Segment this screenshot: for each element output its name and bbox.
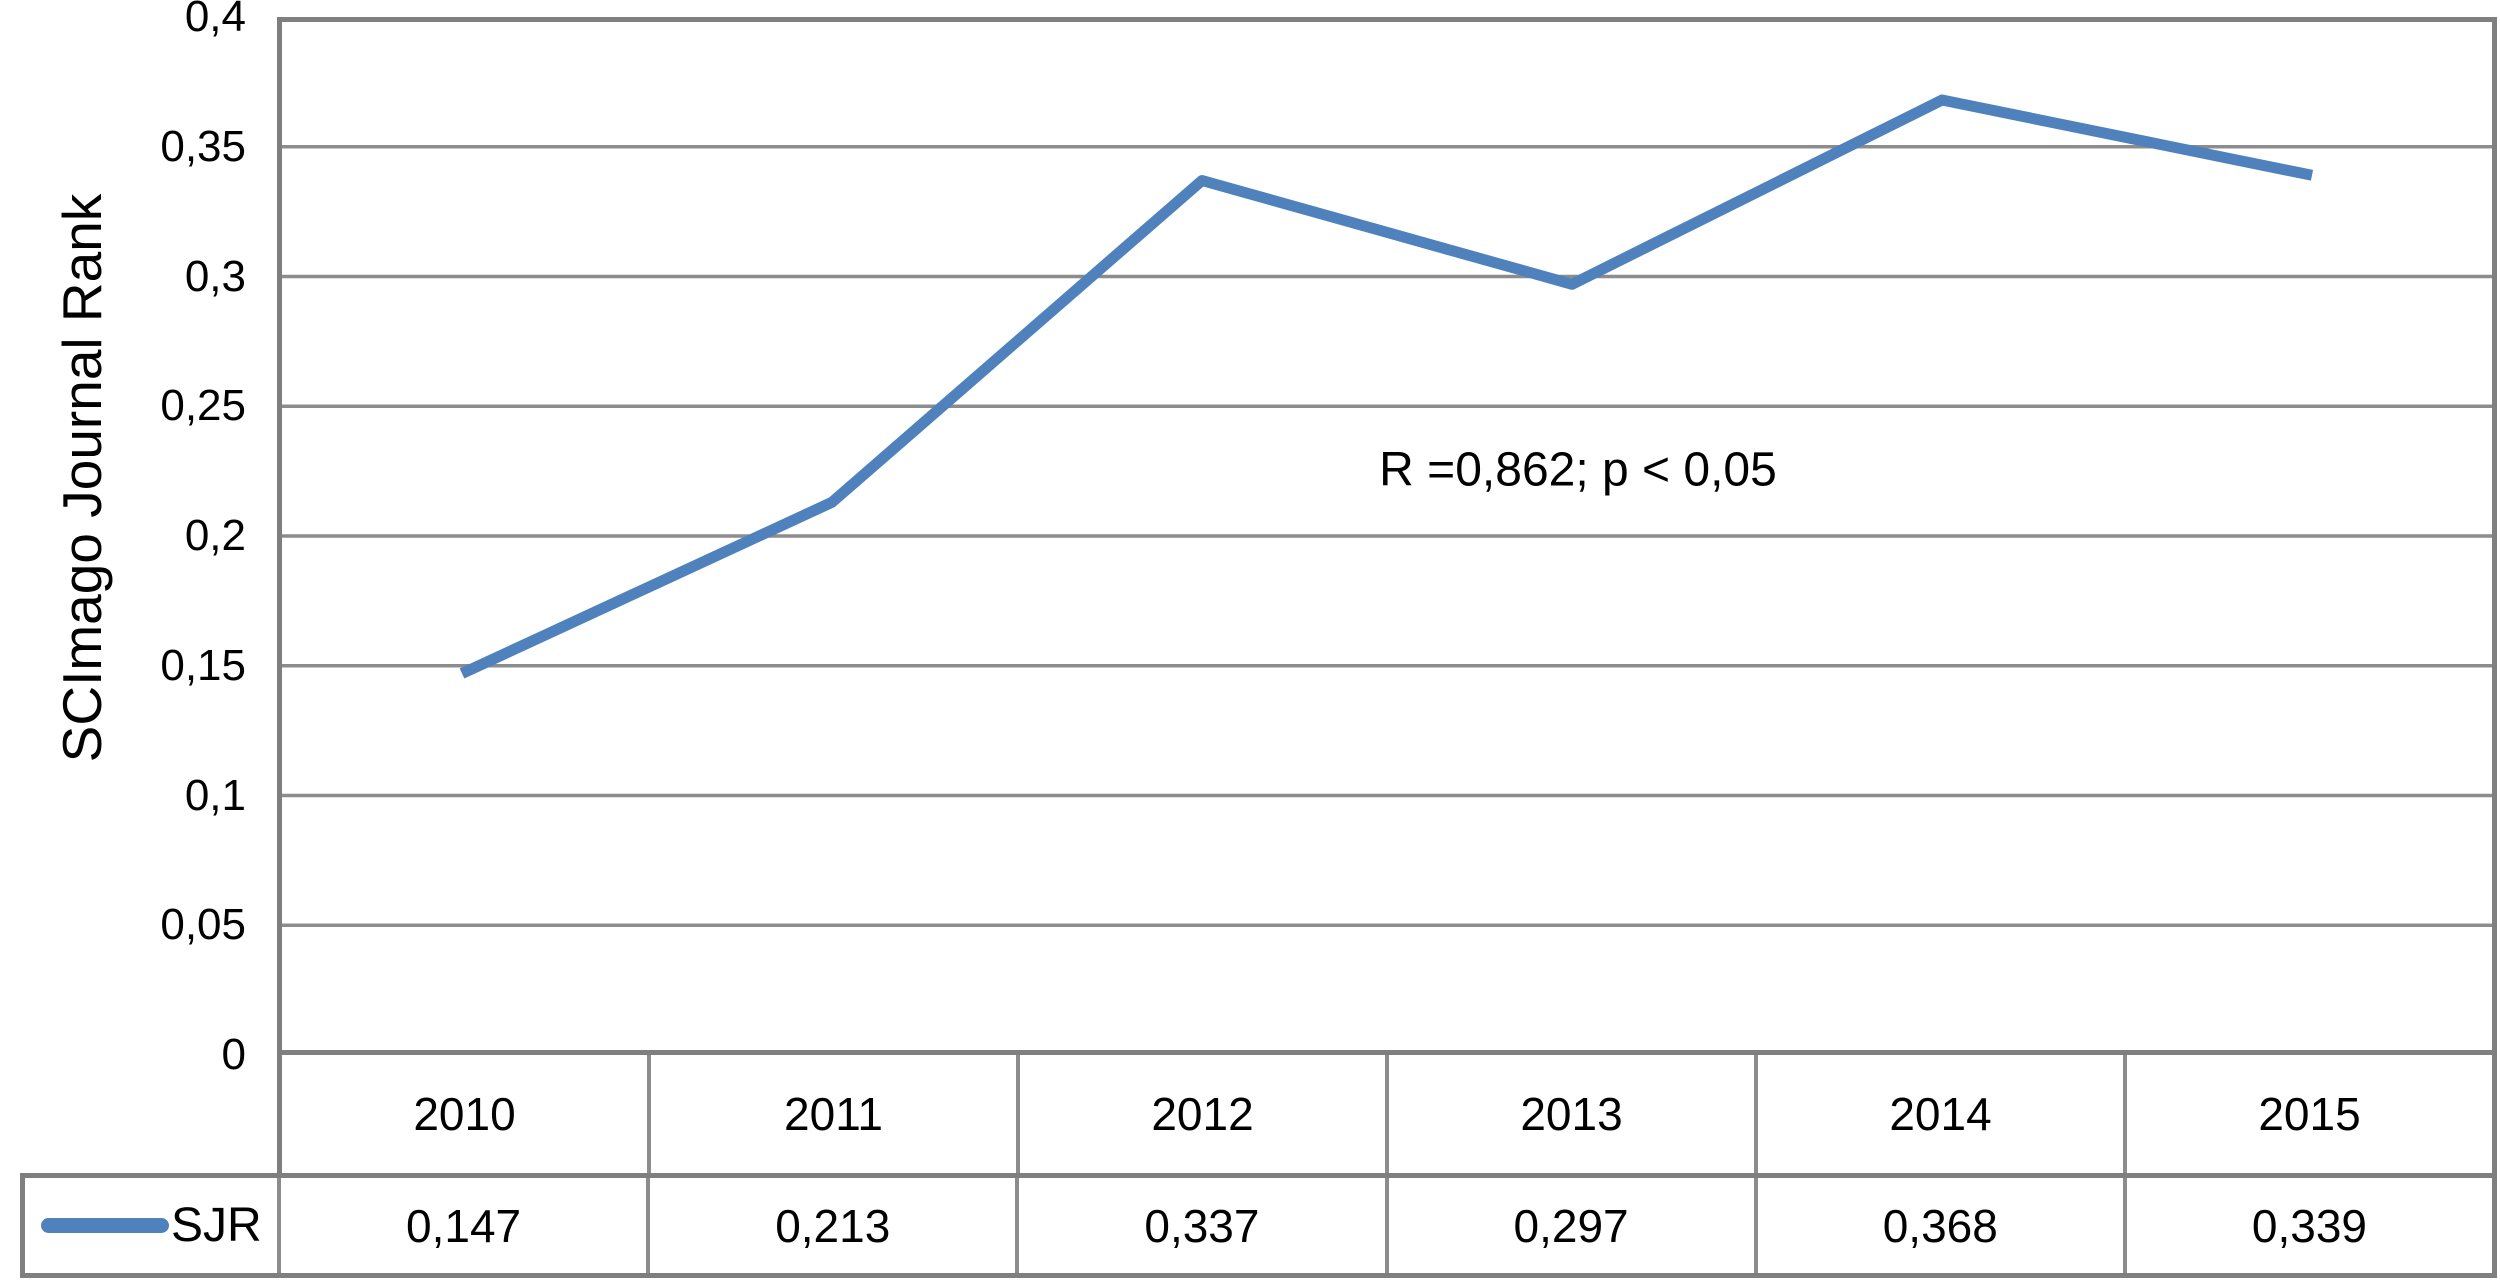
y-tick-label: 0,4 xyxy=(184,0,246,41)
y-tick-label: 0,25 xyxy=(160,381,246,431)
legend-series-label: SJR xyxy=(171,1199,262,1252)
table-value-cell: 0,147 xyxy=(277,1178,646,1273)
y-tick-label: 0,3 xyxy=(184,251,246,301)
x-category-cell: 2011 xyxy=(647,1055,1016,1173)
correlation-annotation: R =0,862; p < 0,05 xyxy=(1379,443,1777,497)
table-value-cell: 0,339 xyxy=(2122,1178,2492,1273)
x-category-cell: 2012 xyxy=(1016,1055,1385,1173)
table-value-cell: 0,297 xyxy=(1384,1178,1754,1273)
x-category-cell: 2010 xyxy=(413,1088,516,1140)
plot-area xyxy=(277,17,2497,1055)
y-tick-label: 0,1 xyxy=(184,770,246,820)
plot-border xyxy=(277,17,2497,1055)
y-tick-label: 0,05 xyxy=(160,900,246,950)
y-tick-label: 0,2 xyxy=(184,511,246,560)
data-table-series-row: SJR 0,147 0,213 0,337 0,297 0,368 0,339 xyxy=(20,1173,2497,1278)
table-value-cell: 0,337 xyxy=(1015,1178,1384,1273)
table-value-cell: 0,213 xyxy=(646,1178,1015,1273)
legend-cell: SJR xyxy=(25,1178,277,1273)
x-category-cell: 2014 xyxy=(1754,1055,2123,1173)
table-value-cell: 0,368 xyxy=(1753,1178,2123,1273)
x-category-cell: 2015 xyxy=(2123,1055,2492,1173)
y-tick-label: 0 xyxy=(221,1030,246,1079)
sjr-line-series xyxy=(459,94,2314,679)
x-category-cell: 2013 xyxy=(1385,1055,1754,1173)
sjr-series-swatch-icon xyxy=(41,1218,169,1233)
y-tick-label: 0,35 xyxy=(160,121,246,171)
y-tick-label: 0,15 xyxy=(160,640,246,690)
x-axis-category-row: 2010 2011 2012 2013 2014 2015 xyxy=(277,1055,2497,1173)
